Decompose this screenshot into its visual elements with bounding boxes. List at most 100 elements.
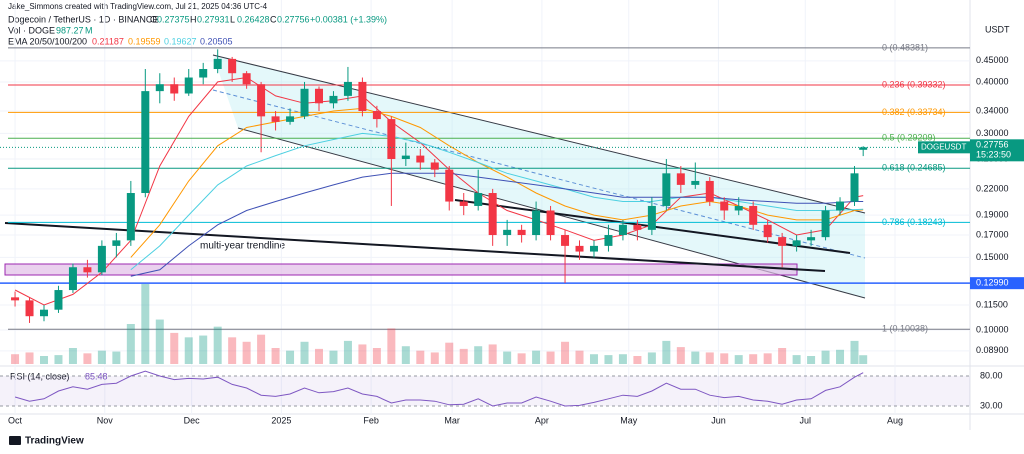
candle-body [517, 229, 526, 236]
candle-body [387, 119, 396, 160]
volume-bar [749, 354, 758, 364]
volume-bar [778, 348, 787, 364]
candle-body [358, 81, 367, 112]
candle-body [705, 180, 714, 202]
x-tick-label: 2025 [271, 415, 291, 425]
volume-bar [705, 352, 714, 364]
volume-bar [575, 350, 584, 364]
ohlc-value: 0.27931 [197, 14, 230, 24]
ema-value: 0.19559 [128, 36, 161, 46]
volume-bar [372, 348, 381, 364]
candle-body [271, 116, 280, 122]
volume-bar [242, 341, 251, 364]
ohlc-key: H [190, 14, 197, 24]
rsi-tick-label: 30.00 [980, 400, 1003, 410]
candle-body [575, 245, 584, 252]
y-tick-label: 0.17000 [976, 229, 1009, 239]
candle-body [199, 69, 208, 78]
x-tick-label: Apr [535, 415, 549, 425]
candle-body [286, 116, 295, 122]
ohlc-value: 0.26428 [237, 14, 270, 24]
candle-body [170, 84, 179, 94]
candle-body [662, 173, 671, 206]
last-price: 0.27756 [976, 140, 1009, 150]
y-tick-label: 0.11500 [976, 299, 1008, 309]
ema-value: 0.20505 [200, 36, 233, 46]
ema-line [130, 107, 864, 258]
volume-bar [68, 348, 77, 364]
rsi-line [14, 370, 864, 407]
volume-bar [532, 350, 541, 364]
volume-bar [647, 352, 656, 364]
volume-bar [184, 337, 193, 364]
candle-body [618, 224, 627, 236]
volume-bar [821, 350, 830, 364]
fib-label: 0.382 (0.33734) [882, 107, 946, 117]
ema-title: EMA 20/50/100/200 [8, 36, 87, 46]
y-unit: USDT [985, 24, 1010, 34]
candle-body [807, 237, 816, 241]
volume-bar [401, 346, 410, 364]
volume-bar [859, 355, 868, 364]
volume-bar [503, 351, 512, 364]
y-tick-label: 0.10000 [976, 324, 1009, 334]
fib-label: 0.236 (0.39332) [882, 79, 946, 89]
volume-bar [387, 328, 396, 364]
last-symbol-tag [918, 141, 970, 154]
ema-line [130, 132, 864, 271]
candle-body [503, 229, 512, 236]
y-tick-label: 0.34000 [976, 105, 1009, 115]
x-tick-label: Oct [8, 415, 23, 425]
fib-label: 0 (0.48381) [882, 42, 928, 52]
volume-bar [300, 341, 309, 364]
ohlc-value: 0.27756 [277, 14, 310, 24]
x-tick-label: Mar [444, 415, 460, 425]
x-tick-label: Dec [184, 415, 201, 425]
volume-bar [561, 341, 570, 364]
volume-bar [141, 284, 150, 364]
volume-bar [228, 337, 237, 364]
candle-body [647, 205, 656, 230]
candle-body [546, 210, 555, 236]
volume-bar [199, 335, 208, 364]
annotation: multi-year trendline [200, 241, 285, 252]
candle-body [54, 290, 63, 310]
volume-bar [792, 355, 801, 364]
candle-body [633, 224, 642, 230]
candle-body [488, 193, 497, 236]
candle-body [430, 162, 439, 170]
last-symbol: DOGEUSDT [921, 142, 966, 151]
x-tick-label: Feb [363, 415, 379, 425]
volume-bar [170, 332, 179, 364]
candle-body [300, 88, 309, 117]
ohlc-key: L [230, 14, 235, 24]
rsi-band [0, 376, 970, 406]
x-tick-label: Nov [97, 415, 114, 425]
candle-body [401, 155, 410, 160]
volume-bar [39, 356, 48, 364]
volume-bar [604, 355, 613, 364]
volume-bar [416, 350, 425, 364]
volume-bar [358, 344, 367, 364]
price-tag-label: 0.12990 [976, 278, 1009, 288]
candle-body [676, 173, 685, 185]
price-tag [970, 277, 1024, 290]
y-tick-label: 0.45000 [976, 55, 1009, 65]
y-tick-label: 0.19000 [976, 210, 1009, 220]
vol-title: Vol · DOGE [8, 25, 55, 35]
ema-value: 0.21187 [92, 36, 124, 46]
volume-bar [720, 353, 729, 364]
volume-bar [314, 348, 323, 364]
brand-name: TradingView [25, 436, 84, 447]
rsi-title: RSI (14, close) [10, 371, 70, 381]
volume-bar [155, 319, 164, 364]
candle-body [691, 180, 700, 185]
candle-body [859, 147, 868, 150]
candle-body [763, 224, 772, 238]
y-tick-label: 0.30000 [976, 128, 1009, 138]
candle-body [68, 267, 77, 291]
fib-label: 0.618 (0.24685) [882, 163, 946, 173]
candle-body [257, 84, 266, 117]
candle-body [112, 240, 121, 246]
